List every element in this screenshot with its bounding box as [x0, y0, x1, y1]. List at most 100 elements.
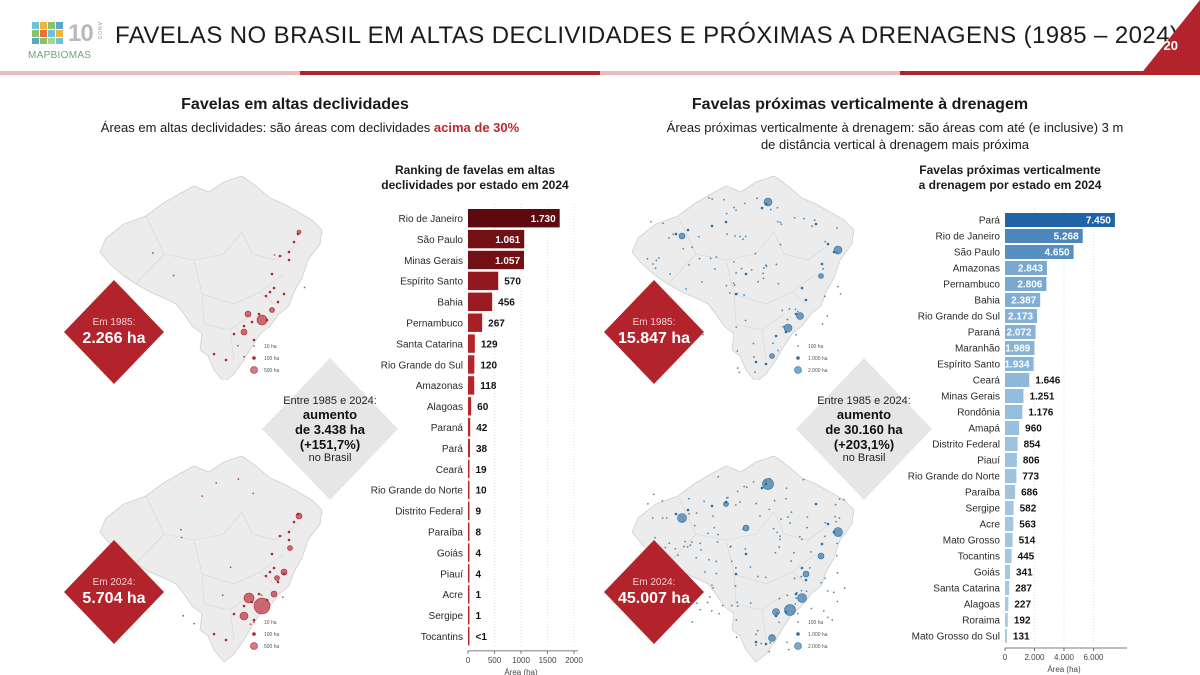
bar — [1005, 421, 1020, 435]
settlement-dot — [796, 612, 799, 615]
slope-1985-total-badge: Em 1985: 2.266 ha — [64, 280, 164, 384]
settlement-dot — [832, 591, 835, 594]
bar — [1005, 565, 1011, 579]
page-corner-triangle — [1140, 0, 1200, 75]
settlement-dot — [798, 535, 801, 538]
value-label: 445 — [1018, 552, 1035, 563]
badge-value: 15.847 ha — [617, 329, 691, 347]
slope-chart-title-line1: Ranking de favelas em altas — [394, 163, 556, 177]
settlement-dot — [270, 272, 274, 276]
settlement-dot — [824, 240, 827, 243]
settlement-dot — [201, 495, 204, 498]
settlement-dot — [724, 220, 728, 224]
settlement-dot — [788, 308, 791, 310]
bar — [468, 585, 470, 604]
settlement-dot — [242, 324, 246, 328]
legend-dot-small — [797, 621, 799, 623]
settlement-dot — [224, 358, 228, 362]
settlement-dot — [721, 604, 724, 607]
settlement-dot — [754, 252, 757, 255]
settlement-dot — [652, 493, 655, 496]
bar — [1005, 373, 1030, 387]
value-label: 2.072 — [1007, 328, 1032, 339]
settlement-dot — [651, 517, 654, 519]
settlement-dot — [278, 534, 282, 538]
right-subtitle-line2: de distância vertical à drenagem mais pr… — [760, 137, 1030, 152]
settlement-dot — [662, 222, 664, 225]
category-label: Acre — [442, 590, 463, 601]
legend-label-medium: 1.000 ha — [808, 356, 828, 362]
settlement-dot — [665, 517, 668, 519]
settlement-dot — [693, 524, 696, 527]
value-label: <1 — [476, 632, 488, 643]
left-subtitle-highlight: acima de 30% — [433, 120, 520, 135]
state-border — [193, 539, 285, 585]
settlement-dot — [796, 310, 799, 313]
settlement-dot — [287, 538, 291, 542]
settlement-dot — [768, 650, 771, 653]
settlement-dot — [733, 260, 735, 263]
bar — [468, 334, 475, 353]
settlement-dot — [779, 243, 782, 246]
settlement-dot — [278, 254, 282, 258]
category-label: Minas Gerais — [404, 256, 463, 267]
settlement-dot — [822, 267, 825, 270]
settlement-dot — [733, 284, 736, 287]
header-rule-light-2 — [600, 71, 900, 75]
settlement-dot — [779, 221, 782, 224]
settlement-dot — [772, 527, 775, 530]
settlement-dot — [775, 263, 778, 266]
category-label: Piauí — [977, 456, 1000, 467]
settlement-dot — [736, 490, 739, 493]
settlement-cluster — [270, 590, 278, 598]
settlement-dot — [836, 542, 839, 545]
settlement-dot — [782, 325, 785, 328]
settlement-dot — [826, 616, 829, 619]
settlement-dot — [736, 350, 739, 352]
bar — [1005, 245, 1074, 259]
value-label: 131 — [1013, 632, 1030, 643]
settlement-dot — [749, 602, 752, 604]
settlement-cluster — [243, 592, 255, 604]
settlement-cluster — [240, 328, 248, 336]
bar — [1005, 325, 1036, 339]
settlement-dot — [835, 520, 838, 523]
category-label: Ceará — [973, 376, 1001, 387]
settlement-dot — [823, 295, 826, 298]
category-label: Bahia — [437, 298, 463, 309]
settlement-dot — [699, 542, 702, 545]
settlement-dot — [794, 308, 797, 311]
settlement-dot — [695, 512, 698, 515]
state-border — [201, 573, 253, 611]
settlement-dot — [757, 280, 759, 283]
change-scope: no Brasil — [308, 451, 352, 464]
map-drainage-1985 — [631, 175, 855, 380]
settlement-dot — [250, 320, 254, 324]
settlement-dot — [734, 585, 737, 587]
left-section-subtitle: Áreas em altas declividades: são áreas c… — [40, 119, 580, 136]
brazil-map-group — [631, 455, 855, 663]
drainage-chart-title: Favelas próximas verticalmente a drenagem… — [895, 163, 1125, 193]
legend-label-large: 500 ha — [264, 644, 280, 650]
settlement-dot — [180, 536, 183, 539]
value-label: 4 — [476, 548, 482, 559]
drainage-1985-total-badge: Em 1985: 15.847 ha — [604, 280, 704, 384]
settlement-dot — [646, 257, 649, 260]
category-label: São Paulo — [417, 235, 464, 246]
bar — [1005, 309, 1038, 323]
settlement-dot — [820, 581, 823, 584]
legend-dot-large — [794, 642, 802, 650]
settlement-dot — [264, 294, 268, 298]
settlement-dot — [764, 642, 768, 646]
category-label: Bahia — [974, 296, 1000, 307]
settlement-dot — [708, 596, 711, 598]
settlement-dot — [717, 475, 720, 478]
state-border — [773, 511, 831, 541]
settlement-dot — [264, 574, 268, 578]
settlement-cluster — [723, 501, 729, 507]
right-section-title: Favelas próximas verticalmente à drenage… — [691, 96, 1029, 113]
settlement-dot — [836, 600, 839, 603]
x-tick-label: 500 — [488, 656, 502, 665]
settlement-dot — [736, 605, 739, 608]
settlement-dot — [713, 526, 716, 529]
